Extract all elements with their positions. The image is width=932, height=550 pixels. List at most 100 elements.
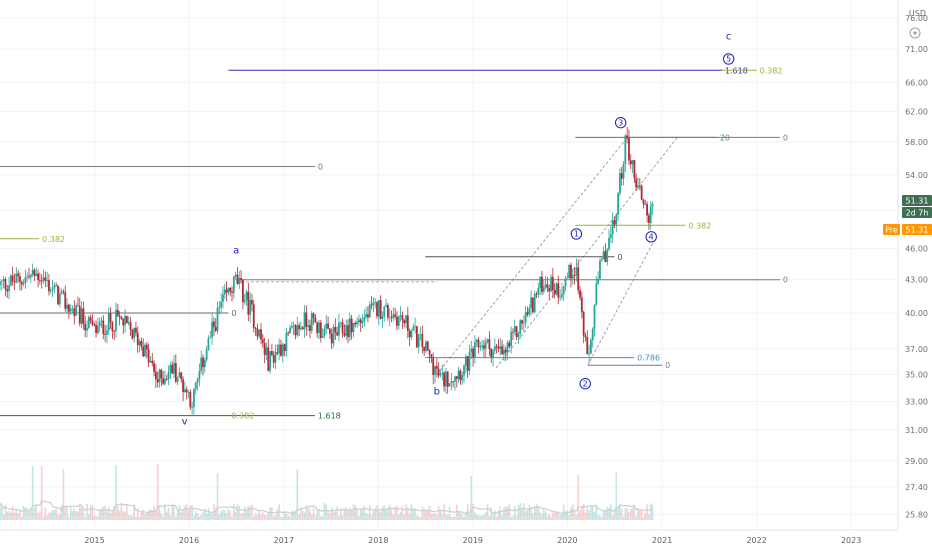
candle-body [245, 291, 248, 300]
channel-lower [495, 137, 678, 369]
fib-level-label: 0 [617, 253, 622, 262]
candle-body [488, 339, 491, 350]
candle-body [167, 372, 170, 379]
volume-bar [200, 514, 202, 520]
candle-body [586, 337, 589, 355]
candle-body [209, 337, 212, 339]
volume-bar [397, 514, 400, 520]
candle-body [17, 273, 20, 277]
gear-icon[interactable] [909, 27, 921, 39]
wave-number: 5 [726, 55, 731, 64]
volume-bar [77, 511, 79, 520]
time-tick-label: 2016 [179, 536, 199, 545]
volume-bar [231, 516, 233, 520]
volume-bar [75, 511, 77, 520]
candle-body [285, 332, 288, 351]
candle-body [113, 330, 116, 332]
price-tick-label: 31.00 [905, 426, 928, 435]
volume-bar [363, 505, 366, 520]
price-tick-label: 37.00 [905, 345, 928, 354]
candle-body [299, 327, 302, 330]
volume-bar [267, 513, 270, 520]
countdown-tag: 2d 7h [902, 207, 932, 218]
volume-bar [251, 504, 253, 520]
volume-bar [118, 510, 121, 520]
wave-circle [722, 53, 735, 65]
volume-bar [180, 512, 183, 520]
candle-body [98, 322, 101, 327]
candle-body [490, 349, 493, 358]
volume-bar [475, 514, 478, 520]
volume-bar [394, 506, 396, 520]
candle-body [256, 328, 259, 337]
wave-letter: v [182, 416, 188, 427]
volume-bar [552, 512, 554, 520]
candle-body [495, 346, 498, 348]
volume-bar [455, 504, 458, 520]
volume-bar [436, 514, 438, 520]
candle-body [631, 160, 634, 165]
volume-bar [338, 516, 340, 520]
volume-bar [341, 515, 344, 520]
price-axis[interactable] [898, 0, 932, 530]
candle-body [122, 318, 125, 326]
candle-body [450, 381, 453, 384]
candle-body [535, 293, 538, 295]
candle-body [580, 297, 583, 312]
candle-body [62, 291, 65, 293]
candle-body [319, 322, 322, 338]
candle-body [193, 389, 195, 408]
volume-bar [359, 509, 362, 520]
candle-body [617, 193, 619, 215]
candle-body [309, 325, 311, 331]
candle-body [644, 203, 647, 205]
candle-body [345, 325, 348, 336]
candle-body [20, 281, 23, 285]
candle-body [164, 378, 166, 384]
candle-body [251, 300, 253, 305]
volume-bar [622, 516, 625, 520]
candle-body [374, 302, 377, 303]
candle-body [526, 312, 529, 315]
candle-body [628, 138, 630, 161]
price-tick-label: 54.00 [905, 171, 928, 180]
volume-bar [135, 516, 137, 520]
volume-bar [591, 505, 594, 520]
candle-body [305, 312, 308, 327]
time-axis[interactable] [0, 530, 932, 550]
volume-bar [146, 512, 148, 520]
volume-bar [171, 503, 173, 520]
candle-body [307, 325, 310, 327]
volume-bar [31, 465, 34, 520]
fib-level-label: 0 [318, 163, 323, 172]
candles [0, 126, 654, 415]
candle-body [348, 318, 351, 337]
volume-bar [269, 507, 271, 520]
volume-bar [95, 516, 97, 520]
wave-number: 2 [583, 379, 588, 388]
candle-body [504, 349, 507, 353]
price-tick-label: 27.40 [905, 483, 928, 492]
volume-bar [457, 510, 460, 520]
candle-body [531, 297, 534, 313]
candle-body [147, 349, 150, 363]
volume-bar [160, 513, 163, 520]
candle-body [368, 304, 371, 318]
candle-body [611, 220, 614, 235]
candle-body [595, 283, 598, 305]
volume-bar [497, 510, 500, 520]
volume-bar [155, 510, 157, 520]
volume-bar [64, 505, 67, 520]
candle-body [336, 332, 339, 336]
candle-body [129, 322, 132, 330]
candle-body [582, 311, 585, 336]
candle-body [553, 290, 556, 295]
volume-bar [619, 503, 621, 520]
volume-bar [517, 505, 520, 520]
candle-body [229, 287, 232, 292]
volume-bar [8, 511, 10, 520]
volume-bar [407, 507, 409, 520]
candle-body [22, 283, 25, 285]
volume-bar [503, 507, 505, 520]
